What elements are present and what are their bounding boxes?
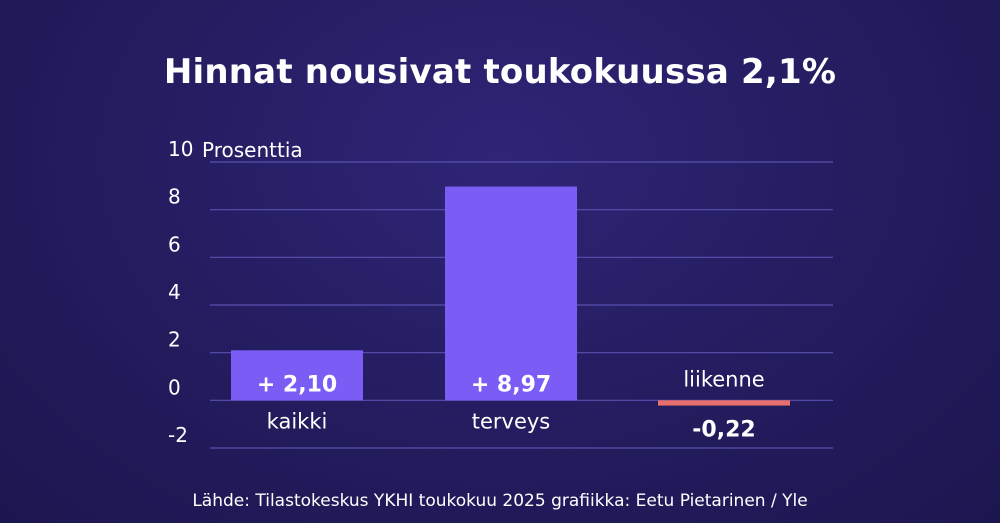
y-tick-label: 10: [168, 137, 193, 161]
chart-title: Hinnat nousivat toukokuussa 2,1%: [163, 52, 837, 92]
y-tick-label: 4: [168, 280, 181, 304]
bars: [231, 186, 790, 406]
y-tick-label: 2: [168, 328, 181, 352]
category-label: liikenne: [683, 367, 764, 391]
category-label: kaikki: [267, 409, 328, 433]
y-tick-label: 8: [168, 185, 181, 209]
y-tick-label: -2: [168, 423, 188, 447]
source-credit: Lähde: Tilastokeskus YKHI toukokuu 2025 …: [192, 491, 808, 511]
value-label: + 8,97: [471, 372, 551, 397]
value-label: + 2,10: [257, 372, 337, 397]
y-axis-ticks: 10 8 6 4 2 0 -2: [168, 137, 193, 447]
y-tick-label: 0: [168, 375, 181, 399]
category-label: terveys: [472, 409, 551, 433]
y-axis-label: Prosenttia: [202, 138, 303, 162]
bar-labels: + 2,10 kaikki + 8,97 terveys liikenne -0,22: [257, 367, 765, 442]
value-label: -0,22: [692, 417, 755, 442]
bar-liikenne: [658, 400, 790, 406]
y-tick-label: 6: [168, 232, 181, 256]
bar-terveys: [445, 186, 577, 401]
bar-kaikki: [231, 350, 363, 401]
